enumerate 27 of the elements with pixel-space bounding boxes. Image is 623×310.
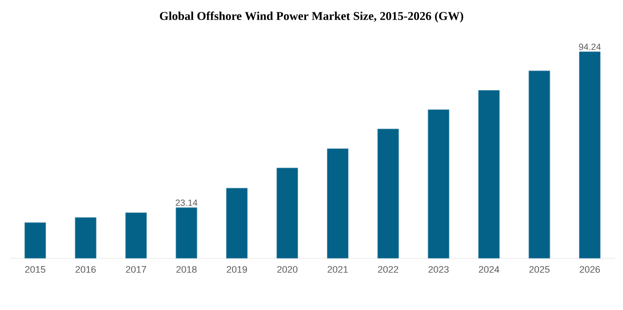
bar	[579, 52, 600, 258]
bar	[24, 222, 46, 258]
bar	[528, 70, 550, 258]
x-tick-label: 2016	[76, 266, 96, 273]
data-label: 23.14	[176, 200, 198, 206]
bar	[125, 212, 147, 258]
x-tick-label: 2025	[529, 266, 550, 273]
x-tick-label: 2024	[478, 266, 500, 273]
x-tick-label: 2023	[428, 266, 449, 273]
bar	[276, 168, 298, 258]
data-label: 94.24	[579, 44, 601, 50]
x-tick-label: 2021	[328, 266, 348, 273]
x-tick-label: 2026	[580, 266, 600, 273]
chart-title: Global Offshore Wind Power Market Size, 2015-2026 (GW)	[160, 12, 464, 22]
x-tick-label: 2015	[25, 266, 46, 273]
x-tick-label: 2019	[226, 266, 247, 273]
bar	[377, 128, 399, 258]
x-tick-label: 2020	[277, 266, 298, 273]
bar	[327, 148, 348, 258]
bar	[226, 188, 248, 258]
x-tick-label: 2018	[176, 266, 197, 273]
x-tick-label: 2017	[126, 266, 146, 273]
bar	[428, 109, 450, 258]
bar	[74, 217, 96, 258]
x-tick-label: 2022	[378, 266, 398, 273]
bar	[478, 90, 500, 258]
bar	[176, 207, 198, 258]
